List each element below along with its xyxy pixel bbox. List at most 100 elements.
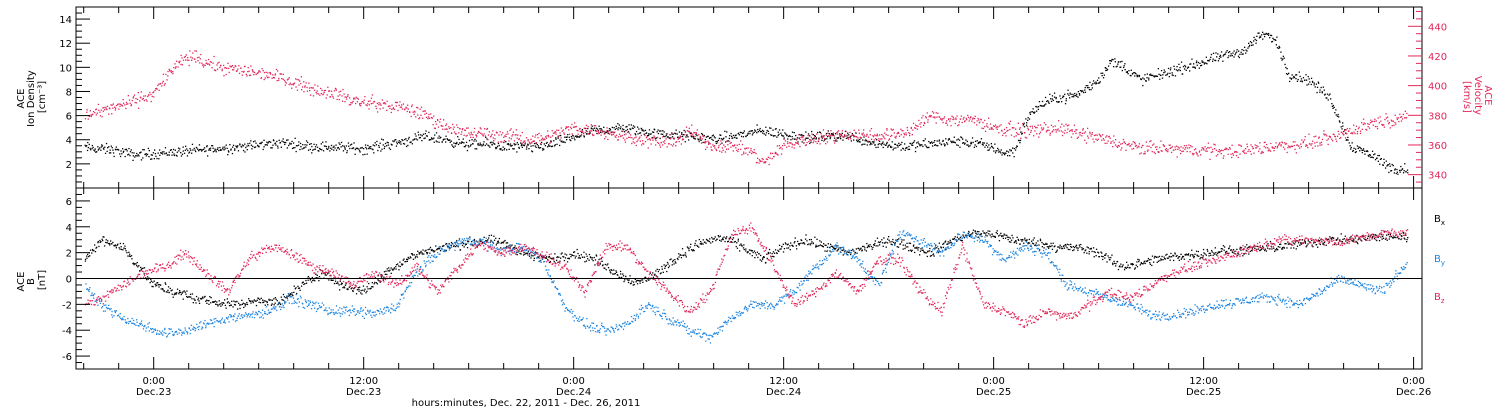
density-point <box>626 125 628 128</box>
field-x-point <box>560 257 562 259</box>
velocity-point <box>731 144 734 147</box>
field-x-point <box>284 301 286 303</box>
field-x-point <box>986 235 988 237</box>
velocity-point <box>967 114 969 117</box>
density-point <box>1276 47 1279 49</box>
field-x-point <box>312 279 314 282</box>
density-point <box>334 147 336 149</box>
field-x-point <box>969 234 971 236</box>
velocity-point <box>1271 147 1273 149</box>
field-x-point <box>694 244 696 247</box>
velocity-point <box>1321 138 1324 141</box>
field-x-point <box>470 241 473 243</box>
density-point <box>417 131 419 133</box>
velocity-point <box>850 135 852 137</box>
density-point <box>369 147 371 150</box>
density-point <box>1361 149 1363 151</box>
velocity-point <box>1155 148 1158 151</box>
field-x-point <box>270 304 273 306</box>
field-x-point <box>230 304 232 306</box>
velocity-point <box>699 137 701 139</box>
field-x-point <box>858 247 860 250</box>
field-x-point <box>486 240 488 242</box>
velocity-point <box>1026 126 1029 128</box>
density-point <box>973 146 975 148</box>
velocity-point <box>1191 146 1193 148</box>
density-point <box>1323 89 1325 91</box>
velocity-point <box>885 134 887 136</box>
field-x-point <box>461 244 464 247</box>
field-x-point <box>601 265 604 267</box>
velocity-point <box>1154 152 1156 155</box>
density-point <box>1407 172 1409 174</box>
velocity-point <box>265 71 267 73</box>
field-x-point <box>750 250 752 252</box>
velocity-point <box>1160 150 1162 152</box>
velocity-point <box>827 132 829 134</box>
density-point <box>342 150 345 152</box>
field-x-point <box>954 236 956 238</box>
density-point <box>1233 56 1235 58</box>
velocity-point <box>1247 150 1249 153</box>
field-x-point <box>228 305 231 307</box>
density-point <box>815 137 817 139</box>
velocity-point <box>1207 142 1209 144</box>
field-x-point <box>841 249 844 252</box>
field-x-point <box>232 306 234 308</box>
velocity-point <box>231 69 234 71</box>
density-point <box>487 144 489 146</box>
field-x-point <box>773 252 776 254</box>
velocity-point <box>1145 141 1147 143</box>
field-x-point <box>497 240 499 242</box>
field-x-point <box>870 245 872 248</box>
velocity-point <box>678 140 680 143</box>
density-point <box>695 133 697 136</box>
velocity-point <box>880 138 882 140</box>
field-x-point <box>666 270 668 273</box>
density-point <box>1219 54 1222 56</box>
velocity-point <box>1344 137 1347 139</box>
velocity-point <box>1165 148 1167 150</box>
density-point <box>1031 111 1034 113</box>
field-x-point <box>248 298 250 300</box>
density-point <box>139 152 141 154</box>
density-point <box>659 137 661 140</box>
field-x-point <box>458 238 461 240</box>
velocity-point <box>783 142 785 145</box>
velocity-point <box>336 98 338 101</box>
field-x-point <box>84 258 87 260</box>
field-x-point <box>876 237 879 239</box>
density-point <box>1181 73 1184 75</box>
velocity-point <box>1284 148 1286 150</box>
field-x-point <box>178 291 181 293</box>
density-point <box>1229 51 1231 53</box>
field-x-point <box>129 255 131 258</box>
field-x-point <box>429 246 432 249</box>
field-x-point <box>210 297 212 299</box>
velocity-point <box>758 162 760 164</box>
density-point <box>366 148 368 150</box>
velocity-point <box>238 72 241 74</box>
velocity-point <box>1279 142 1281 144</box>
field-x-point <box>457 246 459 248</box>
density-point <box>132 155 134 157</box>
field-x-point <box>888 236 890 238</box>
density-point <box>1152 74 1154 77</box>
field-x-point <box>558 256 560 258</box>
velocity-point <box>106 108 108 111</box>
density-point <box>934 144 937 146</box>
velocity-point <box>1217 150 1219 153</box>
velocity-point <box>1374 125 1376 128</box>
velocity-point <box>1349 128 1351 130</box>
field-x-point <box>313 279 315 281</box>
field-x-point <box>787 247 790 249</box>
velocity-point <box>997 126 999 128</box>
density-point <box>806 137 808 139</box>
velocity-point <box>324 89 327 92</box>
density-point <box>531 151 534 153</box>
density-point <box>1300 78 1303 80</box>
velocity-point <box>356 97 358 100</box>
field-x-point <box>595 254 597 256</box>
field-x-point <box>103 236 105 238</box>
density-point <box>938 139 940 141</box>
